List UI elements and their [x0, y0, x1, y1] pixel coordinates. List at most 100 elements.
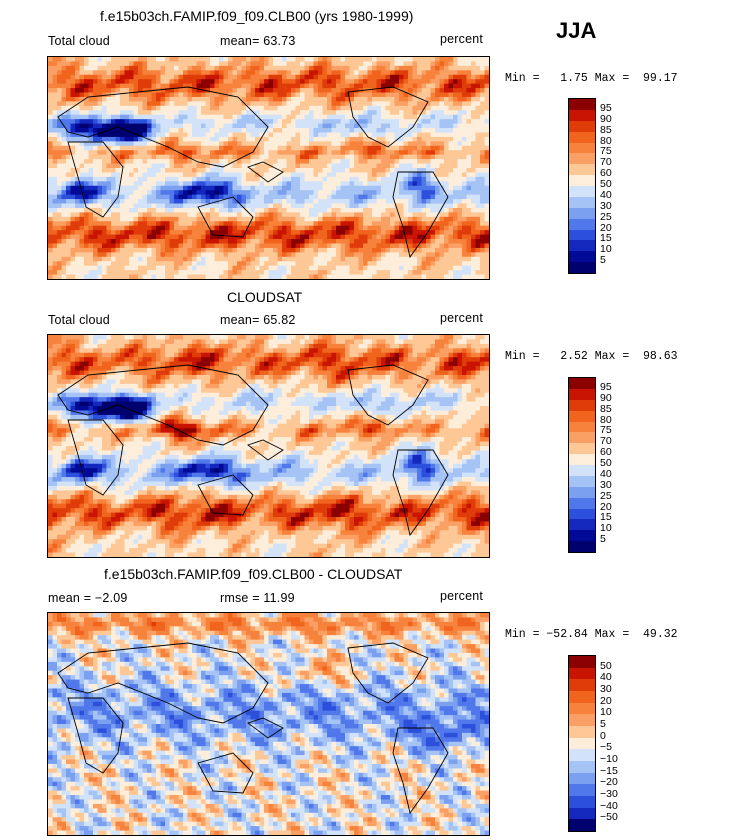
colorbar-swatch — [569, 508, 595, 520]
colorbar-swatch — [569, 399, 595, 411]
colorbar-swatch — [569, 819, 595, 831]
panel3-units-label: percent — [440, 589, 484, 603]
panel2-colorbar — [568, 377, 596, 553]
colorbar-swatch — [569, 131, 595, 143]
colorbar-level-label: 70 — [600, 435, 612, 448]
colorbar-swatch — [569, 690, 595, 703]
colorbar-level-label: 50 — [600, 178, 612, 190]
colorbar-level-label: 80 — [600, 134, 612, 147]
colorbar-level-label: 80 — [600, 413, 612, 426]
colorbar-level-label: 60 — [600, 167, 612, 180]
colorbar-swatch — [569, 410, 595, 422]
colorbar-swatch — [569, 175, 595, 186]
colorbar-swatch — [569, 519, 595, 531]
colorbar-swatch — [569, 807, 595, 820]
colorbar-level-label: 5 — [600, 533, 606, 546]
colorbar-level-label: 15 — [600, 511, 612, 524]
colorbar-level-label: 10 — [600, 522, 612, 535]
panel2-mean-label: mean= 65.82 — [220, 313, 296, 327]
panel1-mean-label: mean= 63.73 — [220, 34, 296, 48]
panel2-map-field — [48, 335, 489, 557]
colorbar-swatch — [569, 679, 595, 691]
colorbar-swatch — [569, 497, 595, 509]
colorbar-swatch — [569, 702, 595, 715]
panel2-units-label: percent — [440, 311, 484, 325]
panel3-map-field — [48, 613, 489, 835]
colorbar-swatch — [569, 432, 595, 444]
panel1-units-label: percent — [440, 32, 484, 46]
colorbar-swatch — [569, 388, 595, 400]
colorbar-level-label: 0 — [600, 729, 606, 742]
colorbar-level-label: 40 — [600, 671, 612, 684]
colorbar-level-label: 95 — [600, 101, 612, 114]
colorbar-level-label: 50 — [600, 457, 612, 469]
panel3-colorbar — [568, 655, 596, 832]
colorbar-swatch — [569, 251, 595, 263]
colorbar-swatch — [569, 454, 595, 465]
colorbar-swatch — [569, 795, 595, 808]
colorbar-level-label: 30 — [600, 199, 612, 212]
colorbar-level-label: 10 — [600, 706, 612, 719]
colorbar-swatch — [569, 714, 595, 726]
colorbar-level-label: 30 — [600, 683, 612, 695]
colorbar-level-label: −15 — [600, 764, 618, 777]
panel1-map-field — [48, 57, 489, 279]
colorbar-swatch — [569, 725, 595, 738]
colorbar-level-label: 5 — [600, 254, 606, 267]
panel1-map — [47, 56, 490, 280]
panel3-minmax: Min = −52.84 Max = 49.32 — [505, 628, 678, 641]
colorbar-swatch — [569, 120, 595, 132]
colorbar-level-label: 90 — [600, 112, 612, 125]
colorbar-swatch — [569, 784, 595, 796]
panel2-minmax: Min = 2.52 Max = 98.63 — [505, 350, 678, 363]
colorbar-swatch — [569, 142, 595, 154]
colorbar-swatch — [569, 486, 595, 498]
colorbar-level-label: −20 — [600, 776, 618, 789]
colorbar-level-label: 30 — [600, 478, 612, 491]
colorbar-level-label: 60 — [600, 446, 612, 459]
colorbar-swatch — [569, 229, 595, 241]
colorbar-swatch — [569, 737, 595, 750]
panel1-colorbar — [568, 98, 596, 274]
colorbar-level-label: 85 — [600, 123, 612, 136]
colorbar-level-label: 75 — [600, 424, 612, 437]
colorbar-level-label: 90 — [600, 391, 612, 404]
colorbar-swatch — [569, 109, 595, 121]
panel2-title: CLOUDSAT — [227, 289, 303, 305]
colorbar-swatch — [569, 240, 595, 252]
colorbar-swatch — [569, 475, 595, 487]
colorbar-level-label: 15 — [600, 232, 612, 245]
panel1-minmax: Min = 1.75 Max = 99.17 — [505, 72, 678, 85]
colorbar-level-label: 50 — [600, 659, 612, 672]
panel2-variable-label: Total cloud — [48, 313, 110, 327]
colorbar-level-label: 95 — [600, 380, 612, 393]
colorbar-level-label: 20 — [600, 221, 612, 234]
colorbar-level-label: 70 — [600, 156, 612, 169]
colorbar-level-label: 40 — [600, 188, 612, 201]
colorbar-swatch — [569, 186, 595, 197]
colorbar-swatch — [569, 164, 595, 176]
colorbar-level-label: 10 — [600, 243, 612, 256]
colorbar-level-label: −50 — [600, 811, 618, 824]
colorbar-level-label: −30 — [600, 788, 618, 800]
colorbar-swatch — [569, 99, 595, 110]
colorbar-level-label: −5 — [600, 741, 612, 754]
colorbar-level-label: 40 — [600, 467, 612, 480]
colorbar-level-label: 5 — [600, 718, 606, 730]
colorbar-swatch — [569, 749, 595, 761]
panel3-mean-label: mean = −2.09 — [48, 591, 128, 605]
colorbar-level-label: −10 — [600, 753, 618, 765]
colorbar-level-label: 85 — [600, 402, 612, 415]
panel3-title: f.e15b03ch.FAMIP.f09_f09.CLB00 - CLOUDSA… — [104, 566, 403, 582]
panel1-variable-label: Total cloud — [48, 34, 110, 48]
colorbar-swatch — [569, 760, 595, 773]
colorbar-level-label: 20 — [600, 500, 612, 513]
colorbar-swatch — [569, 772, 595, 785]
panel1-title: f.e15b03ch.FAMIP.f09_f09.CLB00 (yrs 1980… — [100, 8, 414, 24]
panel3-rmse-label: rmse = 11.99 — [220, 591, 295, 605]
colorbar-swatch — [569, 196, 595, 208]
colorbar-level-label: −40 — [600, 799, 618, 812]
colorbar-swatch — [569, 207, 595, 219]
colorbar-level-label: 25 — [600, 210, 612, 223]
colorbar-level-label: 20 — [600, 694, 612, 707]
